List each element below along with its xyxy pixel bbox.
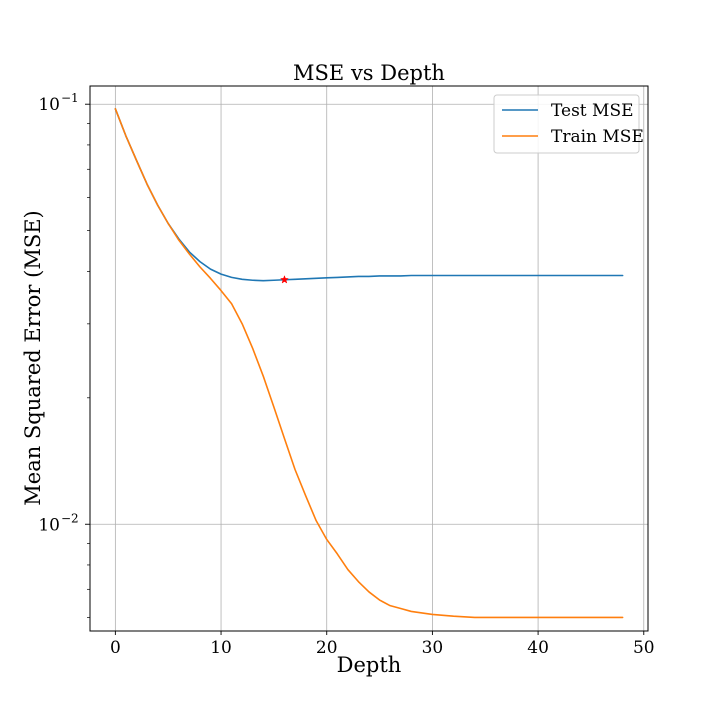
y-tick-label-exponent: −1	[61, 91, 79, 105]
x-tick-label: 40	[527, 638, 549, 658]
series-line-test-mse	[114, 108, 624, 282]
series-layer	[114, 108, 624, 619]
y-tick-label-base: 10	[38, 515, 60, 535]
x-tick-label: 50	[633, 638, 655, 658]
y-axis-title: Mean Squared Error (MSE)	[21, 210, 45, 505]
plot-frame	[89, 85, 649, 632]
x-tick-label: 0	[110, 638, 121, 658]
x-axis-title: Depth	[337, 653, 402, 677]
y-tick-label: 10 −1	[38, 91, 78, 115]
x-tick-label: 20	[316, 638, 338, 658]
legend-label-test-mse: Test MSE	[551, 101, 634, 121]
legend: Test MSE Train MSE	[493, 94, 644, 154]
series-line-train-mse	[114, 108, 624, 619]
y-tick-label-exponent: −2	[61, 511, 79, 525]
x-tick-label: 30	[422, 638, 444, 658]
y-tick-label: 10 −2	[38, 511, 78, 535]
legend-label-train-mse: Train MSE	[551, 127, 644, 147]
min-test-mse-star-marker	[279, 275, 289, 284]
y-tick-label-base: 10	[38, 95, 60, 115]
x-tick-label: 10	[210, 638, 232, 658]
chart-title: MSE vs Depth	[293, 61, 445, 85]
grid	[90, 86, 648, 631]
